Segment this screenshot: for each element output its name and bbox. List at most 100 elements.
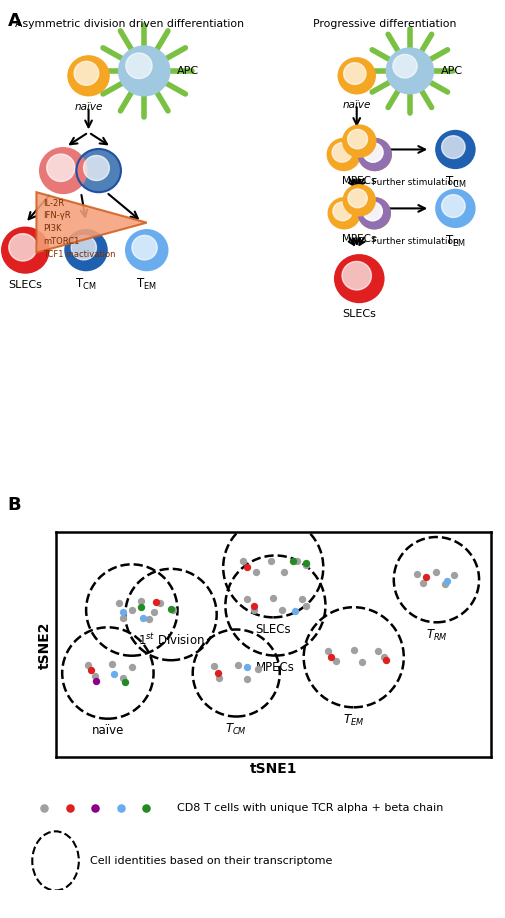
Circle shape <box>357 197 390 230</box>
Text: APC: APC <box>440 66 463 76</box>
Text: $T_{CM}$: $T_{CM}$ <box>225 722 246 737</box>
Circle shape <box>362 143 382 162</box>
Point <box>242 560 250 575</box>
Circle shape <box>332 202 351 220</box>
Point <box>431 565 439 579</box>
Point <box>152 595 160 610</box>
Text: CD8 T cells with unique TCR alpha + beta chain: CD8 T cells with unique TCR alpha + beta… <box>176 803 442 813</box>
Point <box>249 599 257 613</box>
Point <box>249 603 257 618</box>
Text: $\mathregular{T_{EM}}$: $\mathregular{T_{EM}}$ <box>136 277 157 292</box>
Circle shape <box>362 143 382 162</box>
Circle shape <box>64 229 108 272</box>
Point <box>215 670 223 685</box>
Point <box>138 610 146 625</box>
Point <box>419 576 427 590</box>
Point <box>422 570 430 585</box>
Text: naïve: naïve <box>91 724 124 737</box>
Point <box>149 605 158 620</box>
Circle shape <box>9 234 37 261</box>
Point <box>277 603 285 618</box>
Text: SLECs: SLECs <box>342 309 375 319</box>
Text: $T_{RM}$: $T_{RM}$ <box>425 628 446 643</box>
Point <box>169 603 177 618</box>
Point <box>142 800 150 815</box>
Text: SLECs: SLECs <box>255 623 290 636</box>
Point <box>297 591 305 606</box>
Point <box>90 669 98 684</box>
Circle shape <box>67 55 110 96</box>
Point <box>136 599 144 614</box>
Point <box>213 666 221 680</box>
Text: MPECs: MPECs <box>341 175 376 185</box>
Circle shape <box>333 254 384 303</box>
Circle shape <box>125 229 168 272</box>
Text: naïve: naïve <box>74 102 103 112</box>
Point <box>326 650 334 665</box>
Point <box>332 654 340 668</box>
Text: SLECs: SLECs <box>9 280 42 289</box>
Point <box>323 644 331 658</box>
Circle shape <box>118 45 170 96</box>
Point <box>238 554 246 568</box>
Point <box>156 596 164 610</box>
Text: Progressive differentiation: Progressive differentiation <box>312 19 456 29</box>
Text: B: B <box>8 496 21 514</box>
Text: $\mathregular{T_{CM}}$: $\mathregular{T_{CM}}$ <box>444 175 465 190</box>
Text: MPECs: MPECs <box>256 661 294 674</box>
Point <box>301 556 309 571</box>
Circle shape <box>441 136 464 159</box>
Circle shape <box>347 189 367 207</box>
Point <box>412 566 420 581</box>
Point <box>442 574 450 588</box>
Point <box>440 577 448 591</box>
Circle shape <box>357 138 391 171</box>
Point <box>242 591 250 606</box>
Circle shape <box>327 197 360 230</box>
Point <box>119 670 127 685</box>
Y-axis label: tSNE2: tSNE2 <box>37 621 52 668</box>
Point <box>108 656 116 671</box>
Circle shape <box>39 147 87 195</box>
Circle shape <box>362 202 382 220</box>
Circle shape <box>71 235 96 260</box>
Circle shape <box>126 53 152 79</box>
Text: $\mathregular{T_{CM}}$: $\mathregular{T_{CM}}$ <box>75 277 96 292</box>
Circle shape <box>342 185 375 217</box>
Point <box>269 590 277 605</box>
Point <box>87 662 95 677</box>
Point <box>280 565 288 579</box>
Point <box>292 554 300 568</box>
Point <box>251 565 260 579</box>
Circle shape <box>132 235 157 260</box>
Point <box>167 601 175 616</box>
Point <box>379 650 387 665</box>
Text: 1$^{st}$ Division: 1$^{st}$ Division <box>137 632 204 647</box>
Circle shape <box>341 125 376 158</box>
Point <box>136 594 144 609</box>
Point <box>91 674 99 688</box>
Circle shape <box>76 149 121 192</box>
Circle shape <box>357 197 390 230</box>
Point <box>288 554 296 568</box>
Point <box>117 800 125 815</box>
Point <box>119 610 127 625</box>
Circle shape <box>385 48 433 95</box>
Point <box>373 644 381 658</box>
Polygon shape <box>36 192 146 252</box>
Text: A: A <box>8 12 21 30</box>
Point <box>301 558 309 573</box>
Point <box>127 603 135 618</box>
Point <box>382 652 390 666</box>
Circle shape <box>46 154 75 182</box>
Circle shape <box>331 143 351 162</box>
Circle shape <box>83 155 109 181</box>
Circle shape <box>341 262 371 290</box>
Text: Asymmetric division driven differentiation: Asymmetric division driven differentiati… <box>15 19 243 29</box>
Point <box>84 658 92 673</box>
Point <box>121 675 129 689</box>
Circle shape <box>434 189 475 228</box>
Point <box>234 658 242 673</box>
Point <box>65 800 73 815</box>
Text: APC: APC <box>177 66 199 76</box>
